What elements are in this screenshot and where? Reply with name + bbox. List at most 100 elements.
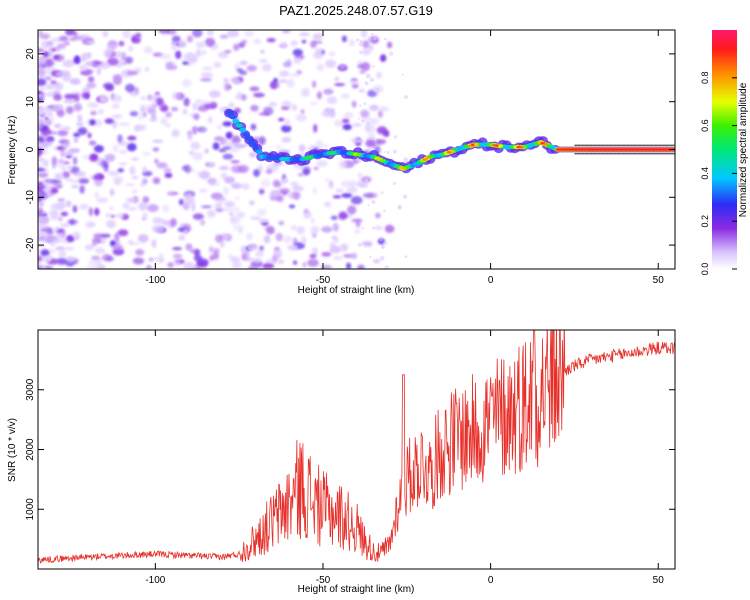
colorbar-axis: 0.0 0.2 0.4 0.6 0.8	[700, 72, 737, 275]
spectrogram-noise-blob	[201, 205, 212, 209]
spectrogram-noise-blob	[372, 226, 376, 230]
spectrogram-noise-blob	[387, 41, 393, 49]
spectrogram-noise-blob	[286, 78, 295, 88]
spectrogram-heat	[38, 30, 675, 269]
spectrogram-noise-blob	[118, 162, 128, 166]
spectrogram-noise-blob	[217, 200, 224, 205]
spectrogram-noise-blob	[81, 92, 90, 99]
spectrogram-noise-blob	[104, 118, 114, 124]
colorbar-label: Normalized spectral amplitude	[738, 82, 749, 217]
spectrogram-noise-blob	[278, 187, 290, 194]
spectrogram-noise-blob	[234, 196, 241, 200]
spectrogram-noise-blob	[312, 186, 317, 195]
spectrogram-noise-blob	[262, 63, 272, 72]
spectrogram-noise-blob	[349, 180, 357, 188]
spectrogram-noise-blob	[53, 123, 62, 129]
spectrogram-noise-blob	[156, 162, 168, 169]
spectrogram-noise-blob	[310, 101, 318, 106]
spectrogram-noise-blob	[63, 99, 76, 104]
spectrogram-ridge-mark	[229, 114, 236, 119]
spectrogram-noise-blob	[164, 173, 173, 178]
spectrogram-noise-blob	[142, 166, 147, 173]
spectrogram-noise-blob	[258, 136, 266, 146]
spectrogram-noise-blob	[112, 114, 123, 119]
spectrogram-noise-blob	[232, 261, 242, 269]
spectrogram-noise-blob	[93, 233, 103, 240]
spectrogram-noise-blob	[171, 106, 179, 112]
spectrogram-noise-blob	[388, 51, 394, 56]
spectrogram-noise-blob	[222, 146, 231, 150]
spectrogram-noise-blob	[63, 161, 70, 165]
spectrogram-noise-blob	[242, 250, 250, 258]
spectrogram-noise-blob	[334, 83, 345, 87]
spectrogram-noise-blob	[171, 129, 180, 138]
spectrogram-noise-blob	[142, 212, 149, 218]
spectrogram-noise-blob	[219, 106, 226, 113]
spectrogram-noise-blob	[239, 60, 248, 66]
spectrogram-ridge-core	[474, 143, 479, 146]
spectrogram-noise-blob	[273, 248, 283, 258]
spectrogram-noise-blob	[124, 83, 135, 93]
spectrogram-noise-blob	[367, 133, 376, 137]
spectrogram-noise-blob	[62, 171, 70, 179]
spectrogram-noise-blob	[301, 39, 307, 44]
snr-panel: -100 -50 0 50 1000 2000 3000 Height of straig…	[7, 329, 676, 595]
spectrogram-noise-blob	[165, 64, 178, 71]
x-tick-label: 50	[653, 275, 665, 286]
spectrogram-noise-blob	[249, 216, 262, 221]
spectrogram-noise-blob	[379, 54, 387, 62]
spectrogram-noise-blob	[288, 73, 301, 77]
spectrogram-noise-blob	[275, 233, 283, 242]
spectrogram-noise-blob	[57, 129, 69, 137]
spectrogram-noise-blob	[249, 86, 260, 92]
spectrogram-noise-blob	[281, 125, 292, 133]
spectrogram-noise-blob	[76, 122, 84, 126]
spectrogram-noise-blob	[293, 191, 301, 200]
spectrogram-noise-blob	[300, 109, 305, 114]
spectrogram-noise-blob	[266, 38, 276, 43]
spectrogram-noise-blob	[364, 81, 367, 84]
spectrogram-noise-blob	[374, 225, 383, 231]
spectrogram-noise-blob	[372, 65, 375, 68]
spectrogram-noise-blob	[332, 195, 342, 199]
spectrogram-noise-blob	[222, 186, 230, 196]
spectrogram-noise-blob	[384, 37, 387, 41]
spectrogram-noise-blob	[56, 232, 62, 238]
spectrogram-noise-blob	[212, 248, 220, 253]
spectrogram-noise-blob	[115, 213, 125, 218]
spectrogram-noise-blob	[52, 104, 64, 110]
spectrogram-noise-blob	[195, 50, 202, 57]
spectrogram-noise-blob	[290, 181, 299, 187]
spectrogram-ridge-core	[419, 159, 425, 163]
spectrogram-noise-blob	[360, 109, 370, 118]
spectrogram-noise-blob	[163, 167, 172, 175]
spectrogram-noise-blob	[223, 78, 229, 83]
spectrogram-noise-blob	[359, 39, 364, 44]
x-tick-label: -100	[145, 275, 165, 286]
spectrogram-noise-blob	[38, 202, 44, 207]
x-tick-label: 50	[653, 575, 665, 586]
spectrogram-noise-blob	[324, 178, 330, 182]
spectrogram-noise-blob	[106, 220, 117, 229]
spectrogram-noise-blob	[371, 37, 379, 44]
spectrogram-noise-blob	[56, 246, 65, 250]
spectrogram-noise-blob	[101, 237, 106, 244]
spectrogram-noise-blob	[38, 171, 49, 178]
spectrogram-noise-blob	[365, 139, 378, 148]
spectrogram-noise-blob	[148, 118, 158, 122]
spectrogram-noise-blob	[117, 229, 129, 237]
x-tick-label: 0	[488, 275, 494, 286]
spectrogram-noise-blob	[108, 206, 115, 211]
spectrogram-ridge-mark	[232, 119, 240, 124]
spectrogram-noise-blob	[340, 243, 348, 252]
spectrogram-noise-blob	[73, 31, 78, 37]
spectrogram-noise-blob	[204, 37, 216, 47]
spectrogram-noise-blob	[128, 45, 134, 52]
spectrogram-noise-blob	[93, 145, 104, 153]
spectrogram-noise-blob	[334, 77, 340, 82]
spectrogram-noise-blob	[152, 147, 160, 152]
spectrogram-noise-blob	[310, 217, 315, 224]
spectrogram-noise-blob	[60, 211, 69, 217]
spectrogram-noise-blob	[168, 190, 173, 196]
spectrogram-noise-blob	[225, 131, 233, 140]
